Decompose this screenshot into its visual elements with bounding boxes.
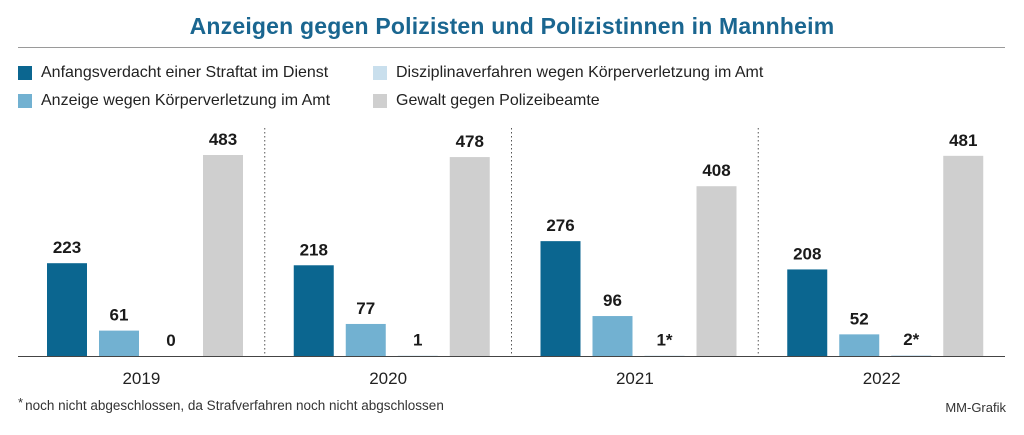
bar [787,269,828,356]
legend-label: Anzeige wegen Körperverletzung im Amt [41,92,331,109]
legend-swatch [18,94,32,108]
data-label: 77 [356,299,375,318]
bar [47,263,87,356]
x-tick-label: 2022 [863,369,901,388]
data-label: 61 [110,306,129,325]
bar [99,330,139,356]
data-label: 408 [702,161,730,180]
data-label: 218 [300,240,328,259]
source-credit: MM-Grafik [945,400,1006,415]
data-label: 208 [793,244,821,263]
legend-label: Gewalt gegen Polizeibeamte [396,92,600,109]
data-label: 1* [656,331,672,350]
legend-item-anfangsverdacht: Anfangsverdacht einer Straftat im Dienst [18,64,328,82]
data-label: 478 [456,132,484,151]
footnote-text: noch nicht abgeschlossen, da Strafverfah… [25,398,444,413]
x-tick-label: 2021 [616,369,654,388]
data-label: 276 [546,216,574,235]
data-label: 2* [903,330,919,349]
title-divider [18,47,1005,48]
legend: Anfangsverdacht einer Straftat im Dienst… [18,64,918,124]
legend-item-gewalt-gegen-polizeibeamte: Gewalt gegen Polizeibeamte [373,92,600,110]
footnote-marker: * [18,395,24,410]
bar [943,155,984,356]
x-tick-label: 2020 [369,369,407,388]
legend-item-anzeige-koerperverletzung: Anzeige wegen Körperverletzung im Amt [18,92,330,110]
chart-title: Anzeigen gegen Polizisten und Polizistin… [189,13,835,39]
legend-item-disziplinarverfahren: Disziplinaverfahren wegen Körperverletzu… [373,64,763,82]
data-label: 1 [413,331,422,350]
bar [345,323,386,356]
bar [839,334,880,356]
legend-swatch [373,94,387,108]
bar [540,241,581,356]
legend-label: Disziplinaverfahren wegen Körperverletzu… [396,64,764,81]
data-label: 52 [850,309,869,328]
data-label: 96 [603,291,622,310]
bar [592,316,633,356]
data-label: 0 [166,331,175,350]
legend-swatch [373,66,387,80]
legend-swatch [18,66,32,80]
footnote: * noch nicht abgeschlossen, da Strafverfa… [18,395,444,413]
legend-label: Anfangsverdacht einer Straftat im Dienst [41,64,329,81]
bar [203,155,243,356]
data-label: 483 [209,130,237,149]
data-label: 481 [949,131,977,150]
x-tick-label: 2019 [122,369,160,388]
bar [449,157,490,356]
data-label: 223 [53,238,81,257]
bar [293,265,334,356]
bar [891,355,932,356]
bar [696,186,737,356]
